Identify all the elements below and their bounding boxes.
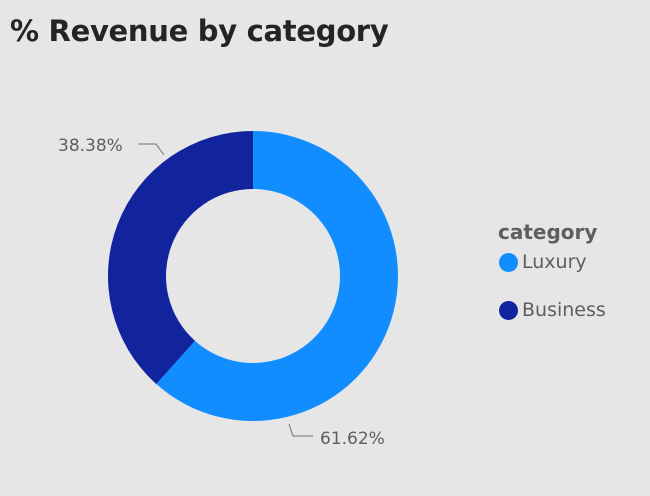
legend-item-luxury[interactable]: Luxury — [498, 250, 606, 274]
legend-item-business[interactable]: Business — [498, 298, 606, 322]
slice-luxury[interactable] — [156, 131, 399, 421]
data-label-luxury: 61.62% — [320, 429, 385, 449]
legend-label: Business — [522, 299, 606, 321]
legend-title: category — [498, 220, 598, 244]
legend-dot-icon — [499, 252, 518, 272]
leader-line-business — [138, 143, 165, 156]
data-label-business: 38.38% — [58, 136, 123, 156]
chart-title: % Revenue by category — [10, 14, 389, 48]
legend: category Luxury Business — [498, 220, 606, 346]
legend-label: Luxury — [522, 251, 587, 273]
slice-business[interactable] — [108, 131, 253, 385]
leader-line-luxury — [288, 423, 313, 437]
legend-dot-icon — [499, 300, 518, 320]
